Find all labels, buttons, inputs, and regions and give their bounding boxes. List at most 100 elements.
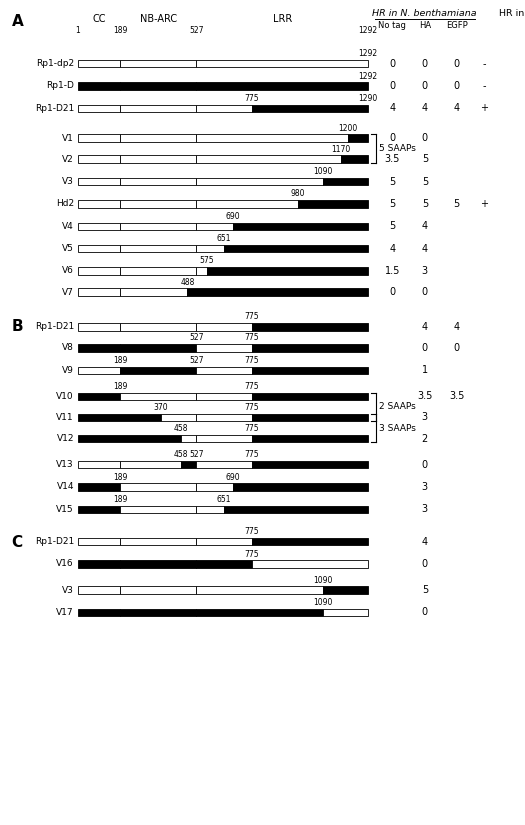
Text: 5: 5 [422,585,428,595]
Text: 3 SAAPs: 3 SAAPs [380,423,416,432]
Text: Rp1-D: Rp1-D [46,82,74,91]
Bar [196,105,252,112]
Bar [196,435,252,442]
Text: -: - [482,81,486,91]
Text: 4: 4 [422,221,428,231]
Bar [196,344,252,351]
Bar [120,609,196,616]
Bar [233,223,368,230]
Text: 3.5: 3.5 [385,154,400,164]
Bar [120,323,196,331]
Text: 4: 4 [422,322,428,332]
Text: 1090: 1090 [313,167,332,176]
Bar [78,178,120,186]
Bar [78,414,161,422]
Text: 775: 775 [245,450,259,460]
Bar [78,267,120,275]
Text: 5: 5 [422,199,428,209]
Bar [78,506,120,513]
Text: 3.5: 3.5 [449,391,465,401]
Text: 575: 575 [200,257,214,266]
Text: 5 SAAPs: 5 SAAPs [380,144,416,153]
Text: HR in: HR in [499,9,524,18]
Text: V9: V9 [62,365,74,375]
Text: 4: 4 [454,103,460,113]
Text: 4: 4 [454,322,460,332]
Text: 5: 5 [422,154,428,164]
Bar [196,393,252,400]
Text: 4: 4 [390,103,395,113]
Text: 189: 189 [113,382,127,391]
Text: V1: V1 [62,134,74,143]
Bar [78,82,120,90]
Text: 527: 527 [189,26,203,35]
Bar [196,200,298,208]
Bar [196,178,323,186]
Text: 3: 3 [422,266,428,276]
Bar [120,587,196,594]
Bar [224,506,368,513]
Text: 1: 1 [422,365,428,375]
Text: EGFP: EGFP [446,21,468,30]
Text: 0: 0 [422,133,428,143]
Text: 1290: 1290 [358,94,377,103]
Bar [196,483,233,491]
Bar [78,609,120,616]
Bar [196,560,252,568]
Text: 0: 0 [390,133,395,143]
Bar [181,435,196,442]
Text: 458: 458 [173,424,188,433]
Bar [196,538,252,545]
Text: 1292: 1292 [359,50,378,58]
Text: 775: 775 [245,424,259,433]
Text: Rp1-dp2: Rp1-dp2 [36,59,74,68]
Bar [78,289,120,296]
Bar [78,560,120,568]
Text: 775: 775 [245,403,259,412]
Text: HA: HA [419,21,431,30]
Text: 775: 775 [245,549,259,559]
Bar [78,538,120,545]
Bar [196,506,224,513]
Text: 775: 775 [245,313,259,322]
Bar [196,155,341,163]
Bar [78,200,120,208]
Bar [120,344,196,351]
Bar [252,538,368,545]
Bar [78,60,120,68]
Text: 527: 527 [189,450,203,460]
Bar [323,587,368,594]
Text: 0: 0 [422,287,428,297]
Text: LRR: LRR [272,14,292,24]
Text: Rp1-D21: Rp1-D21 [35,323,74,332]
Text: 5: 5 [390,199,395,209]
Text: 1200: 1200 [338,124,357,133]
Text: V5: V5 [62,244,74,253]
Text: 0: 0 [422,559,428,569]
Text: 0: 0 [390,81,395,91]
Text: V11: V11 [56,413,74,422]
Bar [196,267,207,275]
Bar [224,245,368,252]
Bar [233,483,368,491]
Text: 488: 488 [180,277,195,286]
Text: V3: V3 [62,586,74,595]
Text: +: + [480,103,488,113]
Bar [323,178,368,186]
Text: 651: 651 [217,495,232,504]
Text: 775: 775 [245,333,259,342]
Text: 4: 4 [422,536,428,547]
Bar [120,105,196,112]
Bar [120,245,196,252]
Bar [78,461,120,469]
Text: 0: 0 [422,59,428,68]
Bar [120,483,196,491]
Text: Hd2: Hd2 [56,200,74,209]
Text: 775: 775 [245,356,259,365]
Bar [252,461,368,469]
Text: V4: V4 [62,222,74,231]
Bar [252,560,368,568]
Bar [120,538,196,545]
Text: 0: 0 [454,81,460,91]
Text: 3: 3 [422,482,428,492]
